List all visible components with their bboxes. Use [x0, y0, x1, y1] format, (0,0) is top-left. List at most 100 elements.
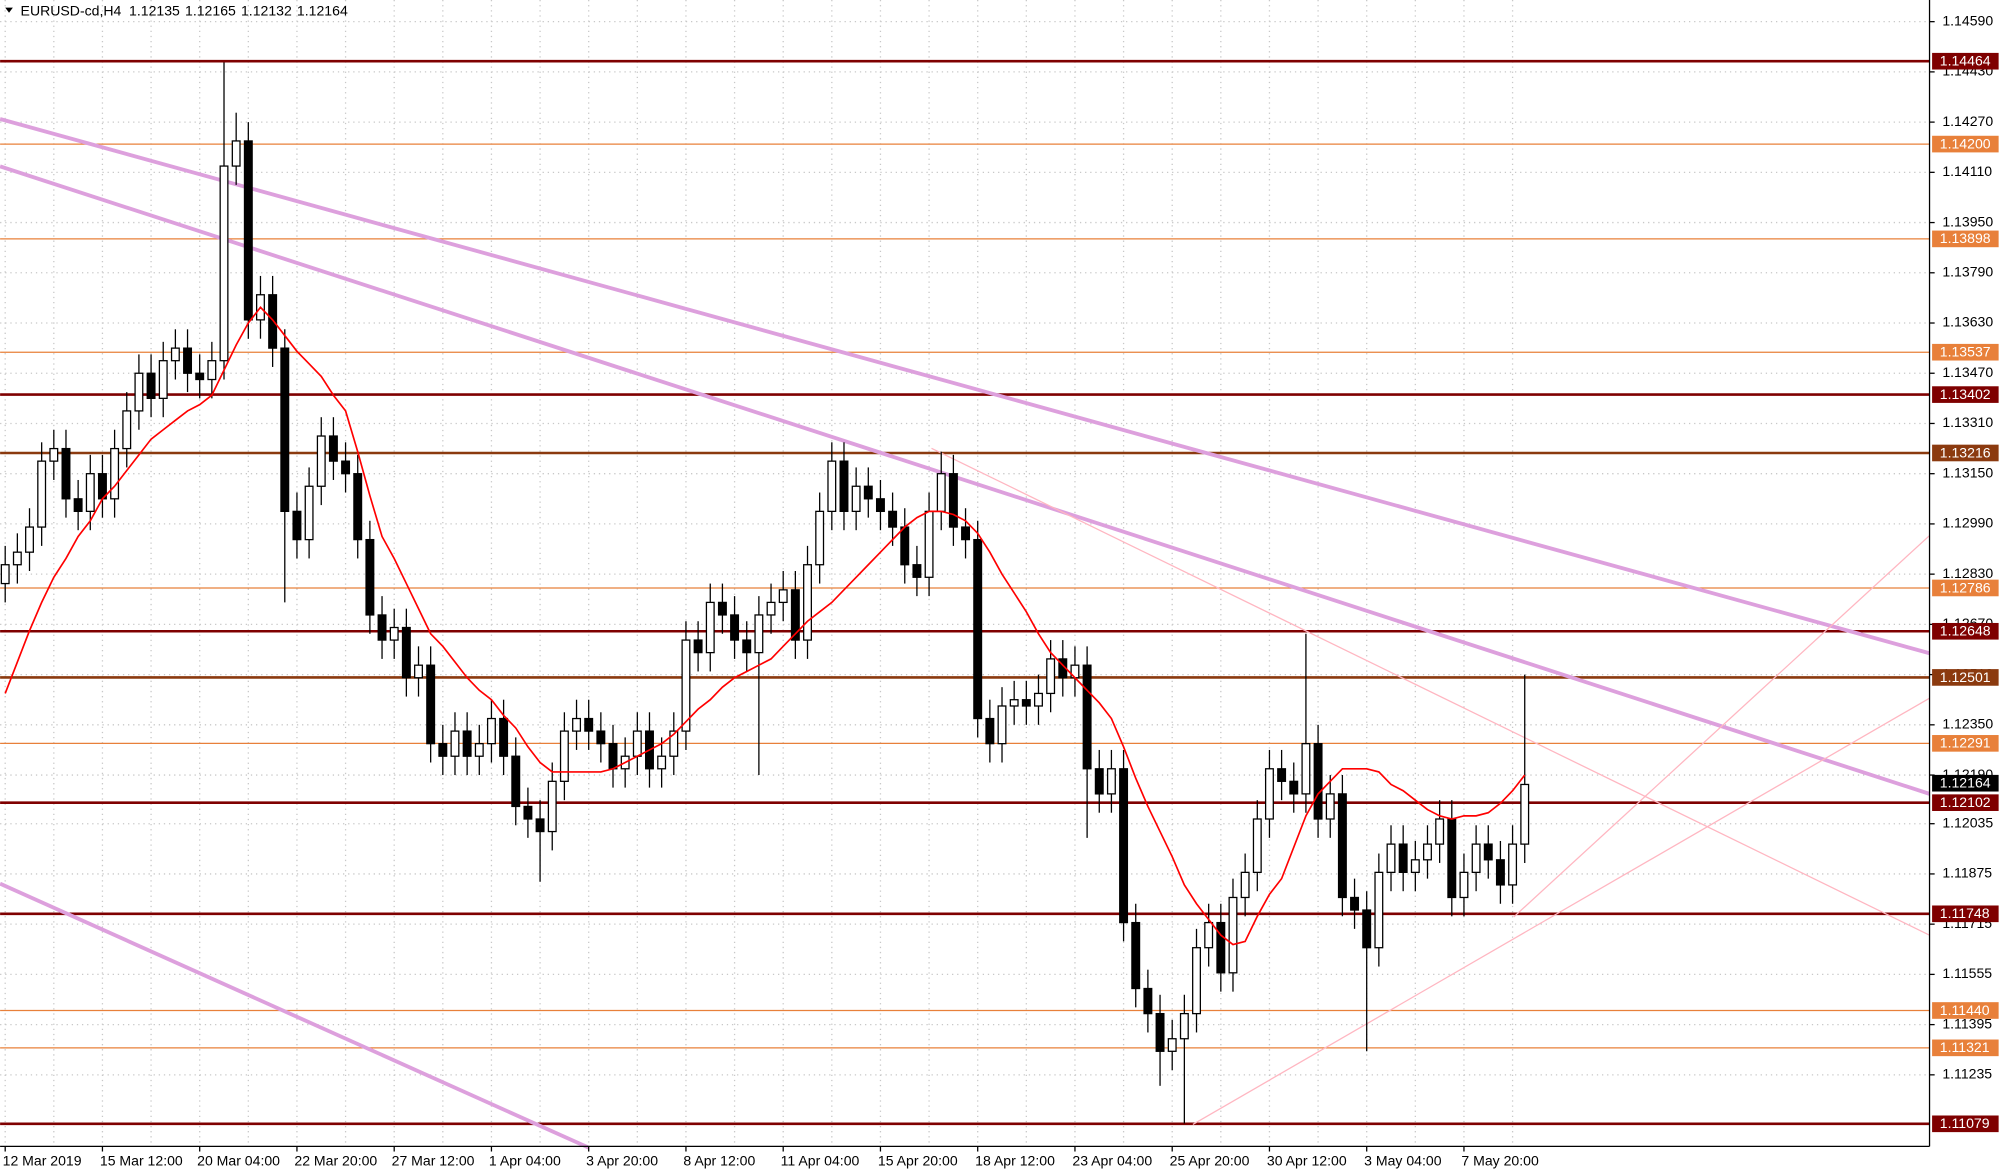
level-label: 1.13537 [1940, 344, 1991, 360]
candle-body [365, 538, 375, 616]
candle-body [438, 743, 448, 757]
candle-body [997, 705, 1007, 745]
y-tick-label: 1.12350 [1942, 716, 1993, 732]
x-tick-label: 25 Apr 20:00 [1170, 1152, 1250, 1168]
level-label-box [1932, 905, 1999, 923]
candle-body [499, 717, 509, 757]
candle-body [778, 589, 788, 604]
candle-body [1252, 818, 1262, 874]
candle-body [1423, 843, 1432, 861]
candle-body [207, 360, 217, 381]
candle-body [110, 447, 120, 500]
candle-body [1435, 818, 1445, 845]
candle-body [1520, 783, 1530, 845]
candle-body [827, 460, 837, 513]
y-tick-label: 1.13630 [1942, 314, 1993, 330]
level-label: 1.12786 [1940, 579, 1991, 595]
open-price: 1.12135 [129, 2, 180, 18]
candle-body [584, 717, 594, 732]
candle-body [815, 510, 825, 566]
level-label: 1.12291 [1940, 735, 1991, 751]
x-tick-label: 23 Apr 04:00 [1072, 1152, 1152, 1168]
candle-body [183, 347, 193, 374]
candle-body [195, 372, 205, 381]
x-tick-label: 1 Apr 04:00 [489, 1152, 561, 1168]
y-tick-label: 1.14110 [1942, 163, 1992, 179]
candle-body [1034, 692, 1043, 707]
y-tick-label: 1.13790 [1942, 264, 1993, 280]
candle-body [839, 460, 849, 513]
candle-body [1350, 896, 1360, 911]
candle-body [401, 626, 411, 679]
candle-body [243, 140, 253, 321]
candle-body [450, 730, 460, 757]
candle-body [12, 551, 22, 566]
y-tick-label: 1.12035 [1942, 814, 1993, 830]
candle-body [122, 410, 132, 450]
candle-body [669, 730, 679, 757]
level-label: 1.13216 [1940, 444, 1991, 460]
level-label-box [1932, 386, 1999, 403]
candle-body [1301, 743, 1311, 795]
level-label-box [1932, 794, 1999, 811]
candle-body [596, 730, 606, 745]
candle-body [657, 755, 667, 770]
candle-body [486, 717, 496, 745]
y-tick-label: 1.13150 [1942, 464, 1993, 480]
trendline-layer [0, 117, 1931, 1150]
candle-body [1106, 768, 1116, 795]
candle-body [1459, 871, 1469, 899]
candle-body [1094, 768, 1104, 795]
x-tick-label: 18 Apr 12:00 [975, 1152, 1055, 1168]
level-label-layer: 1.14464 1.14200 1.13898 1.13537 1.13402 1.132… [1932, 53, 1999, 1133]
high-price: 1.12165 [185, 2, 236, 18]
trendline [931, 447, 1930, 936]
candle-body [900, 526, 910, 566]
candle-body [389, 626, 399, 641]
candle-body [1155, 1012, 1165, 1052]
candle-body [49, 447, 59, 462]
candle-body [547, 780, 557, 833]
candle-body [705, 601, 715, 654]
level-label: 1.14464 [1940, 53, 1991, 69]
level-label: 1.12648 [1940, 623, 1991, 639]
candle-body [851, 485, 861, 513]
trendline [0, 881, 590, 1150]
candle-body [742, 639, 752, 654]
candle-body [790, 589, 800, 641]
candle-body [1264, 768, 1274, 820]
x-tick-label: 12 Mar 2019 [3, 1152, 82, 1168]
level-label-box [1932, 135, 1999, 153]
candle-body [61, 447, 71, 500]
candle-body [511, 755, 521, 808]
level-label: 1.13402 [1940, 386, 1991, 402]
y-tick-label: 1.14590 [1942, 12, 1993, 28]
candle-body [730, 614, 740, 641]
level-label: 1.11321 [1940, 1039, 1990, 1055]
candle-body [158, 360, 168, 399]
candle-body [1337, 793, 1347, 899]
candle-body [73, 498, 83, 513]
candle-body [948, 473, 958, 528]
level-label-box [1932, 669, 1999, 686]
candle-body [754, 614, 764, 654]
candle-body [1289, 780, 1299, 795]
level-label-box [1932, 52, 1999, 70]
candle-body [280, 347, 290, 513]
candle-body [1362, 909, 1372, 949]
candle-body [1167, 1038, 1177, 1052]
candle-body [1483, 843, 1493, 861]
level-label-box [1932, 343, 1999, 361]
candle-body [25, 526, 34, 553]
candle-body [1508, 843, 1518, 886]
x-tick-label: 11 Apr 04:00 [781, 1152, 860, 1168]
y-tick-label: 1.11555 [1942, 965, 1992, 981]
candle-body [353, 473, 363, 541]
x-tick-label: 3 May 04:00 [1364, 1152, 1442, 1168]
level-label: 1.12102 [1940, 794, 1991, 810]
x-tick-label: 8 Apr 12:00 [683, 1152, 755, 1168]
menu-triangle[interactable] [5, 7, 13, 13]
candle-body [608, 743, 618, 770]
level-label: 1.11079 [1940, 1115, 1990, 1131]
